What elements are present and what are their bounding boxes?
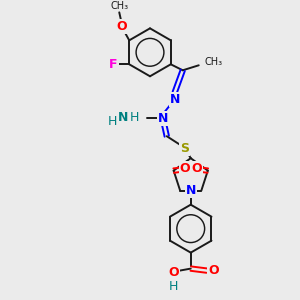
Text: N: N: [158, 112, 168, 125]
Text: H: H: [108, 115, 118, 128]
Text: CH₃: CH₃: [110, 2, 128, 11]
Text: F: F: [109, 58, 118, 71]
Text: O: O: [168, 266, 179, 279]
Text: N: N: [185, 184, 196, 197]
Text: S: S: [180, 142, 189, 155]
Text: H: H: [130, 111, 140, 124]
Text: H: H: [169, 280, 178, 293]
Text: O: O: [191, 162, 202, 175]
Text: O: O: [179, 162, 190, 175]
Text: O: O: [208, 264, 219, 277]
Text: N: N: [169, 93, 180, 106]
Text: O: O: [116, 20, 127, 33]
Text: N: N: [118, 111, 128, 124]
Text: CH₃: CH₃: [205, 57, 223, 67]
